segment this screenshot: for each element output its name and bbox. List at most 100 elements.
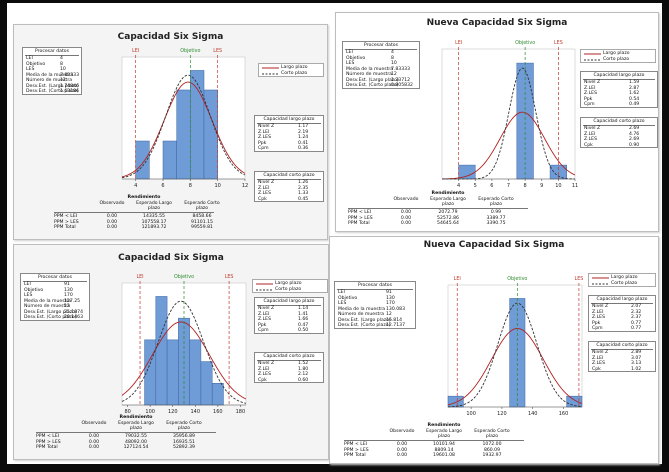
spec-label-lei: LEI bbox=[454, 276, 461, 282]
histogram-bar bbox=[135, 140, 150, 180]
performance-value: 19601.08 bbox=[433, 453, 455, 459]
performance-row-label: PPM < LEI bbox=[54, 214, 78, 219]
performance-value: 107558.17 bbox=[141, 219, 167, 225]
stats-value: 3.07 bbox=[631, 355, 642, 361]
legend-long-label: Largo plazo bbox=[611, 275, 638, 280]
performance-col-header: Esperado Corto plazo bbox=[474, 429, 510, 439]
panel-title: Capacidad Six Sigma bbox=[117, 32, 224, 42]
stats-header: Procesar datos bbox=[35, 49, 69, 54]
performance-divider bbox=[54, 212, 214, 213]
stats-value: 1.41 bbox=[298, 311, 309, 317]
performance-col-header: Esperado Corto plazo bbox=[166, 421, 202, 431]
x-tick-label: 6 bbox=[490, 183, 493, 189]
performance-value: 0.00 bbox=[396, 442, 408, 447]
stats-divider bbox=[23, 281, 87, 282]
stats-label: Media de la muestra bbox=[338, 306, 386, 312]
stats-value: 16.814 bbox=[386, 317, 403, 323]
stats-label: Ppk bbox=[592, 320, 601, 326]
x-tick-label: 100 bbox=[466, 411, 476, 417]
stats-value: 0.90 bbox=[629, 142, 640, 148]
stats-box: Capacidad corto plazo Nivel Z 2.69 Z.LEI 4.7… bbox=[580, 117, 658, 148]
stats-label: Media de la muestra bbox=[26, 72, 74, 78]
stats-header: Capacidad corto plazo bbox=[596, 343, 648, 348]
x-tick-label: 10 bbox=[214, 183, 220, 189]
x-tick-label: 11 bbox=[572, 183, 578, 189]
capability-panel-1: Capacidad Six Sigma Procesar datos LEI 4 Ob… bbox=[13, 24, 328, 240]
stats-label: Objetivo bbox=[338, 295, 358, 301]
performance-value: 1072.00 bbox=[482, 442, 502, 447]
stats-value: 3.13 bbox=[631, 361, 642, 366]
stats-value: 0.805832 bbox=[391, 83, 413, 88]
stats-value: 0.45 bbox=[298, 196, 309, 202]
stats-value: 2.87 bbox=[629, 85, 640, 91]
performance-row-label: PPM > LES bbox=[344, 447, 369, 453]
stats-value: 20.1463 bbox=[64, 315, 83, 320]
stats-divider bbox=[25, 55, 79, 56]
spec-label-objetivo: Objetivo bbox=[180, 48, 200, 54]
performance-row-label: PPM Total bbox=[348, 221, 370, 227]
stats-label: Media de la muestra bbox=[24, 298, 72, 304]
x-tick-label: 8 bbox=[524, 183, 527, 189]
legend: Largo plazo Corto plazo bbox=[252, 279, 328, 293]
stats-label: Z.LEI bbox=[584, 131, 596, 137]
stats-label: LES bbox=[346, 61, 355, 66]
stats-value: 2.37 bbox=[631, 315, 642, 320]
capability-histogram: LEI Objetivo LES 100 120 140 160 bbox=[447, 276, 583, 417]
stats-label: LES bbox=[26, 67, 35, 72]
stats-header: Procesar datos bbox=[364, 43, 398, 48]
performance-value: 48092.00 bbox=[125, 439, 147, 445]
histogram-bar bbox=[200, 361, 213, 406]
legend-long-label: Largo plazo bbox=[275, 281, 302, 286]
stats-label: Cpk bbox=[584, 142, 593, 148]
legend-short-label: Corto plazo bbox=[275, 287, 302, 292]
stats-header: Capacidad corto plazo bbox=[593, 119, 645, 124]
performance-divider bbox=[344, 440, 524, 441]
stats-label: Z.LES bbox=[258, 135, 271, 140]
stats-value: 130 bbox=[386, 295, 395, 301]
stats-value: 1.14 bbox=[298, 306, 309, 311]
stats-value: 127.25 bbox=[64, 298, 81, 304]
stats-value: 25.1874 bbox=[64, 309, 83, 315]
stats-value: 4.76 bbox=[629, 131, 640, 137]
stats-label: LEI bbox=[26, 56, 33, 61]
x-tick-label: 4 bbox=[134, 183, 137, 189]
stats-value: 1.17 bbox=[298, 124, 309, 129]
stats-divider bbox=[583, 125, 655, 126]
performance-row-label: PPM > LES bbox=[54, 219, 79, 225]
stats-label: Z.LES bbox=[258, 191, 271, 196]
performance-row-label: PPM < LEI bbox=[344, 442, 368, 447]
stats-value: 1.63186 bbox=[60, 89, 79, 94]
stats-box: Capacidad largo plazo Nivel Z 1.59 Z.LEI 2.8… bbox=[580, 71, 658, 108]
performance-value: 99559.81 bbox=[191, 225, 213, 231]
stats-value: 1.24 bbox=[298, 135, 309, 140]
stats-label: LES bbox=[338, 301, 347, 306]
stats-box: Capacidad corto plazo Nivel Z 2.89 Z.LEI 3.0… bbox=[588, 341, 656, 372]
stats-label: Desv.Est. (Corto plazo) bbox=[338, 323, 391, 328]
stats-header: Procesar datos bbox=[38, 275, 72, 280]
stats-label: Ppk bbox=[258, 322, 267, 328]
stats-label: Z.LEI bbox=[592, 309, 604, 315]
histogram-bar bbox=[166, 339, 179, 406]
performance-value: 127124.54 bbox=[123, 445, 149, 451]
spec-label-objetivo: Objetivo bbox=[507, 276, 527, 282]
long-term-curve bbox=[121, 81, 246, 178]
stats-label: Z.LEI bbox=[258, 366, 270, 372]
performance-value: 860.09 bbox=[483, 447, 501, 453]
stats-value: 0.36 bbox=[298, 146, 309, 151]
stats-value: 4 bbox=[391, 50, 394, 55]
stats-value: 7.83333 bbox=[60, 72, 79, 78]
stats-value: 1.80 bbox=[298, 366, 309, 372]
stats-value: 1.33712 bbox=[391, 77, 410, 83]
performance-row-label: PPM > LES bbox=[36, 439, 61, 445]
performance-col-header: Esperado Largo plazo bbox=[136, 201, 172, 211]
stats-value: 12 bbox=[391, 72, 397, 77]
x-tick-label: 120 bbox=[497, 411, 507, 417]
stats-label: Cpk bbox=[592, 366, 601, 372]
stats-label: Nivel Z bbox=[584, 80, 601, 85]
short-term-curve bbox=[121, 74, 246, 179]
stats-value: 2.32 bbox=[631, 309, 642, 315]
legend: Largo plazo Corto plazo bbox=[588, 273, 656, 287]
spec-label-les: LES bbox=[554, 40, 563, 46]
capability-panel-3: Capacidad Six Sigma Procesar datos LEI 91 O… bbox=[13, 244, 329, 460]
stats-divider bbox=[591, 303, 653, 304]
